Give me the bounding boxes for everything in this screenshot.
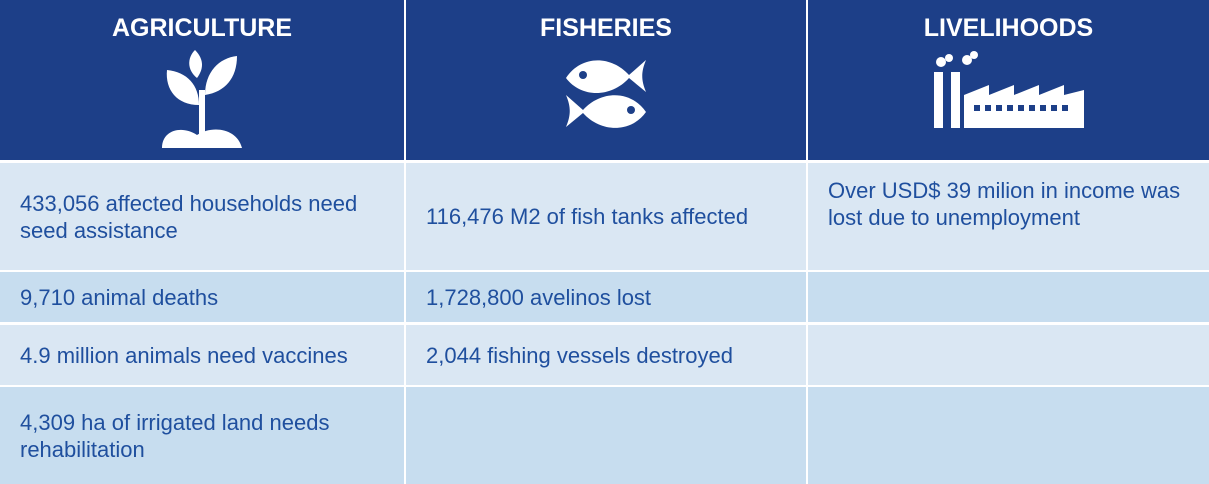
column-title: LIVELIHOODS	[923, 14, 1094, 42]
header-livelihoods: LIVELIHOODS	[808, 0, 1209, 160]
table-cell: 2,044 fishing vessels destroyed	[406, 325, 806, 385]
empty-cell	[808, 387, 1209, 484]
fish-icon	[566, 60, 646, 128]
column-title: AGRICULTURE	[111, 14, 293, 42]
header-fisheries: FISHERIES	[406, 0, 806, 160]
plant-icon	[162, 50, 242, 148]
table-cell: 116,476 M2 of fish tanks affected	[406, 163, 806, 270]
factory-icon	[933, 51, 1084, 128]
table-cell: 1,728,800 avelinos lost	[406, 272, 806, 322]
empty-cell	[808, 325, 1209, 385]
column-title: FISHERIES	[540, 14, 672, 42]
table-cell: 4,309 ha of irrigated land needs rehabil…	[0, 387, 404, 484]
table-cell: 4.9 million animals need vaccines	[0, 325, 404, 385]
empty-cell	[808, 272, 1209, 322]
table-cell: 433,056 affected households need seed as…	[0, 163, 404, 270]
empty-cell	[406, 387, 806, 484]
table-cell: 9,710 animal deaths	[0, 272, 404, 322]
header-agriculture: AGRICULTURE	[0, 0, 404, 160]
table-cell: Over USD$ 39 milion in income was lost d…	[808, 163, 1209, 270]
